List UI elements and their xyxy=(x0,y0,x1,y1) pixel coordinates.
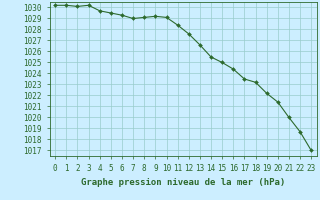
X-axis label: Graphe pression niveau de la mer (hPa): Graphe pression niveau de la mer (hPa) xyxy=(81,178,285,187)
